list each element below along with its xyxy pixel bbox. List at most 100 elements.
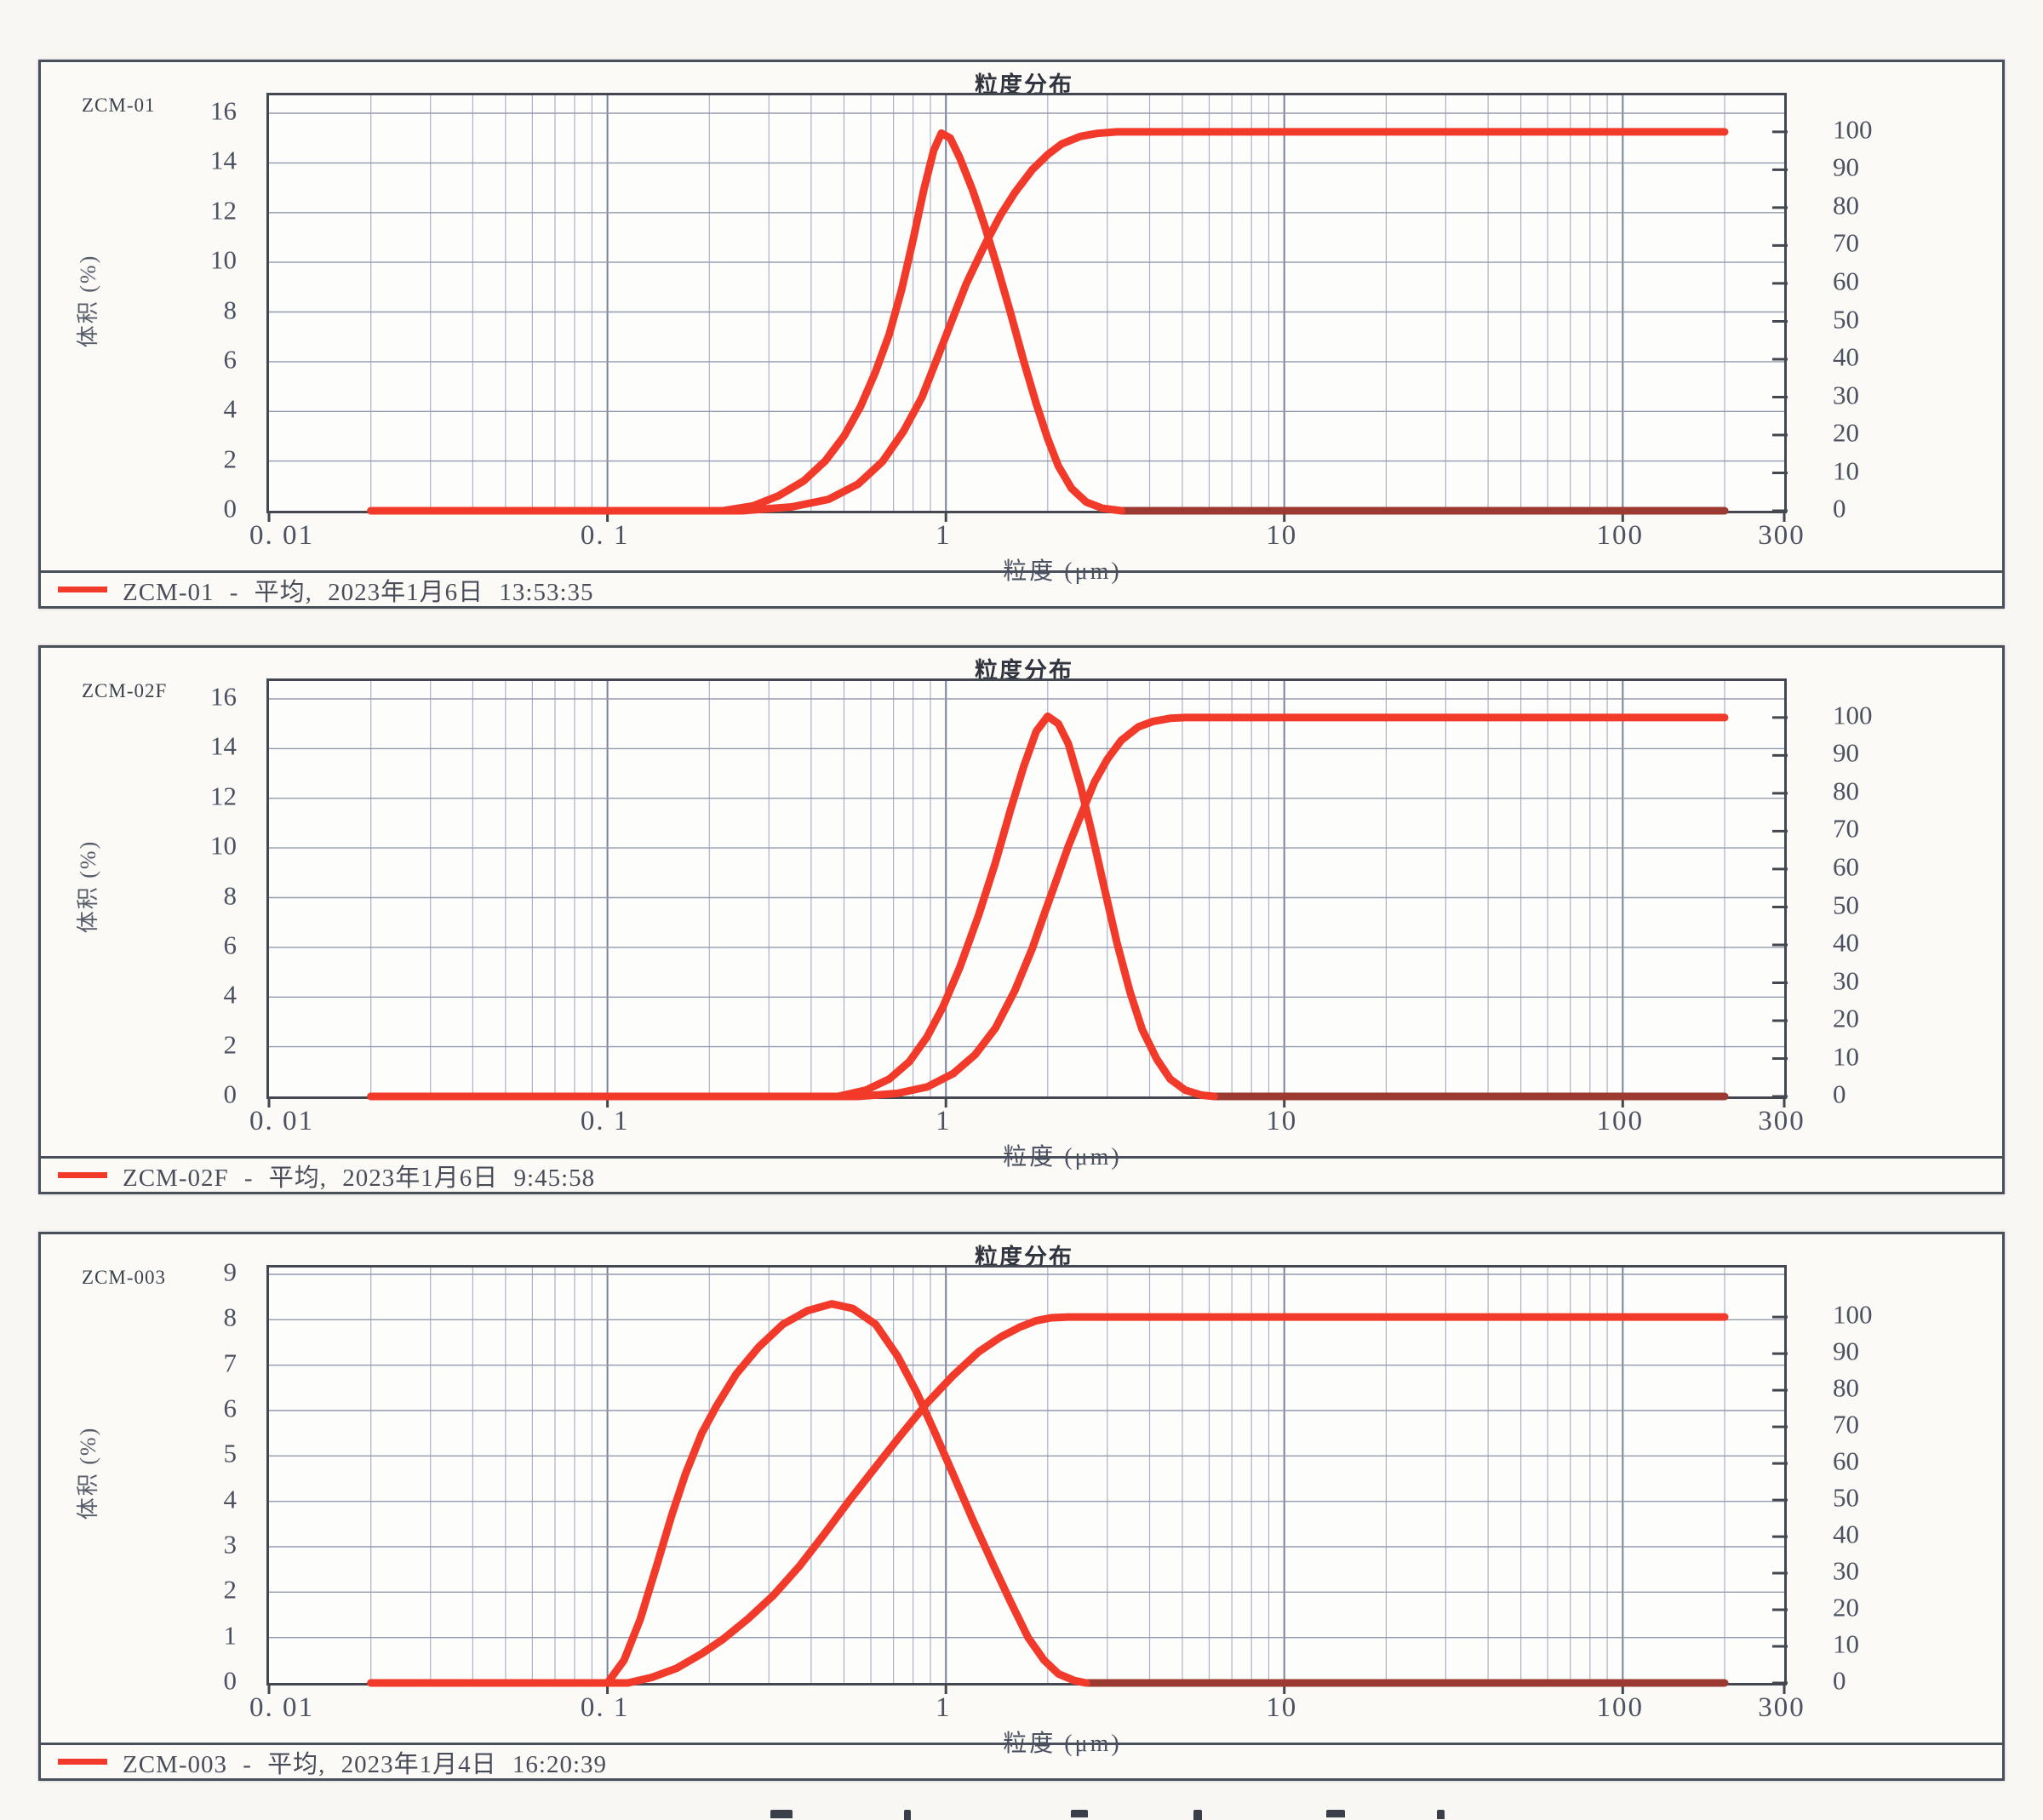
cumulative-curve — [367, 128, 1729, 515]
chart-title: 粒度分布 — [975, 658, 1073, 684]
chart-panel: 粒度分布 ZCM-003 体积 (%) 粒度 (μm) ZCM-003 - 平均… — [38, 1232, 2005, 1781]
y-axis-title: 体积 (%) — [76, 1426, 101, 1520]
y-tick-label-right: 70 — [1833, 1409, 1859, 1439]
y-tick-label-right: 30 — [1833, 1555, 1859, 1586]
y-tick-label-left: 3 — [223, 1529, 237, 1560]
y-tick-label-left: 1 — [223, 1620, 237, 1651]
legend-row: ZCM-02F - 平均, 2023年1月6日 9:45:58 — [41, 1156, 2002, 1192]
x-tick-label: 10 — [1266, 1692, 1298, 1723]
y-tick-label-left: 0 — [223, 493, 237, 524]
y-tick-label-right: 60 — [1833, 1445, 1859, 1476]
x-tick-label: 300 — [1758, 1692, 1806, 1723]
y-tick-label-left: 14 — [210, 730, 237, 761]
x-tick-label: 300 — [1758, 1106, 1806, 1136]
y-tick-label-left: 4 — [223, 979, 237, 1010]
y-tick-label-left: 4 — [223, 1484, 237, 1514]
y-tick-label-left: 6 — [223, 344, 237, 375]
y-tick-label-right: 50 — [1833, 890, 1859, 919]
y-tick-label-right: 80 — [1833, 776, 1859, 806]
x-tick-label: 0. 01 — [249, 520, 314, 551]
y-axis-title: 体积 (%) — [76, 254, 101, 347]
y-tick-label-left: 6 — [223, 930, 237, 960]
y-tick-label-left: 14 — [210, 145, 237, 175]
frequency-curve — [367, 1300, 1090, 1687]
y-tick-label-right: 70 — [1833, 813, 1859, 844]
plot-area — [266, 1265, 1788, 1694]
x-tick-label: 0. 1 — [580, 520, 630, 551]
y-tick-label-right: 0 — [1833, 1665, 1846, 1696]
y-tick-label-right: 50 — [1833, 304, 1859, 334]
y-tick-label-left: 16 — [210, 681, 237, 712]
x-tick-label: 100 — [1596, 1692, 1645, 1723]
sample-label: ZCM-01 — [82, 94, 156, 116]
y-tick-label-right: 30 — [1833, 380, 1859, 409]
y-tick-label-left: 8 — [223, 1302, 237, 1332]
y-tick-label-left: 8 — [223, 295, 237, 324]
y-tick-label-right: 60 — [1833, 266, 1859, 296]
y-tick-label-right: 10 — [1833, 1041, 1859, 1071]
legend-label: ZCM-02F - 平均, 2023年1月6日 9:45:58 — [123, 1164, 596, 1192]
y-tick-label-right: 100 — [1833, 700, 1873, 730]
y-tick-label-right: 80 — [1833, 1372, 1859, 1403]
y-tick-label-left: 2 — [223, 1574, 237, 1605]
legend-row: ZCM-01 - 平均, 2023年1月6日 13:53:35 — [41, 570, 2002, 606]
y-tick-label-right: 50 — [1833, 1482, 1859, 1513]
y-tick-label-right: 90 — [1833, 152, 1859, 182]
y-tick-label-left: 12 — [210, 781, 237, 811]
x-tick-label: 0. 1 — [580, 1692, 630, 1723]
x-tick-label: 0. 01 — [249, 1106, 314, 1136]
y-tick-label-left: 10 — [210, 244, 237, 275]
y-tick-label-left: 16 — [210, 95, 237, 126]
y-tick-label-left: 12 — [210, 195, 237, 226]
y-tick-label-right: 100 — [1833, 1299, 1873, 1330]
y-tick-label-right: 10 — [1833, 1628, 1859, 1659]
x-tick-label: 1 — [935, 1692, 952, 1723]
x-tick-label: 1 — [935, 520, 952, 551]
y-tick-label-right: 0 — [1833, 493, 1846, 524]
y-tick-label-left: 5 — [223, 1438, 237, 1468]
y-tick-label-left: 0 — [223, 1079, 237, 1109]
cumulative-curve — [367, 713, 1729, 1101]
plot-area — [266, 678, 1788, 1107]
y-tick-label-right: 40 — [1833, 1519, 1859, 1549]
x-tick-label: 10 — [1266, 1106, 1298, 1136]
y-tick-label-left: 2 — [223, 444, 237, 474]
chart-canvas — [267, 681, 1788, 1107]
y-axis-title-wrap: 体积 (%) — [56, 678, 117, 1094]
cumulative-curve — [367, 1313, 1729, 1687]
y-tick-label-right: 70 — [1833, 227, 1859, 258]
y-tick-label-right: 10 — [1833, 455, 1859, 485]
x-tick-label: 0. 01 — [249, 1692, 314, 1723]
y-tick-label-left: 9 — [223, 1256, 237, 1287]
y-tick-label-right: 30 — [1833, 965, 1859, 995]
y-axis-title-wrap: 体积 (%) — [56, 93, 117, 508]
y-axis-title-wrap: 体积 (%) — [56, 1265, 117, 1680]
chart-canvas — [267, 1268, 1788, 1694]
y-tick-label-right: 90 — [1833, 1336, 1859, 1366]
y-tick-label-right: 20 — [1833, 417, 1859, 448]
plot-area — [266, 93, 1788, 522]
y-tick-label-right: 20 — [1833, 1003, 1859, 1033]
y-tick-label-left: 2 — [223, 1029, 237, 1060]
legend-label: ZCM-01 - 平均, 2023年1月6日 13:53:35 — [123, 578, 594, 606]
y-tick-label-right: 0 — [1833, 1079, 1846, 1109]
x-tick-label: 300 — [1758, 520, 1806, 551]
legend-color-dash — [58, 1172, 107, 1178]
x-tick-label: 0. 1 — [580, 1106, 630, 1136]
chart-title: 粒度分布 — [975, 1245, 1073, 1270]
cropped-caption-fragment — [0, 1806, 2043, 1820]
chart-panel: 粒度分布 ZCM-02F 体积 (%) 粒度 (μm) ZCM-02F - 平均… — [38, 645, 2005, 1194]
y-tick-label-left: 8 — [223, 880, 237, 910]
legend-color-dash — [58, 587, 107, 592]
y-tick-label-right: 60 — [1833, 851, 1859, 882]
y-tick-label-right: 80 — [1833, 190, 1859, 220]
x-tick-label: 10 — [1266, 520, 1298, 551]
frequency-curve — [367, 712, 1218, 1101]
y-tick-label-left: 0 — [223, 1665, 237, 1696]
legend-row: ZCM-003 - 平均, 2023年1月4日 16:20:39 — [41, 1743, 2002, 1778]
y-tick-label-right: 20 — [1833, 1592, 1859, 1623]
y-tick-label-right: 90 — [1833, 737, 1859, 768]
legend-color-dash — [58, 1759, 107, 1765]
frequency-curve — [367, 129, 1125, 515]
y-tick-label-left: 4 — [223, 393, 237, 424]
